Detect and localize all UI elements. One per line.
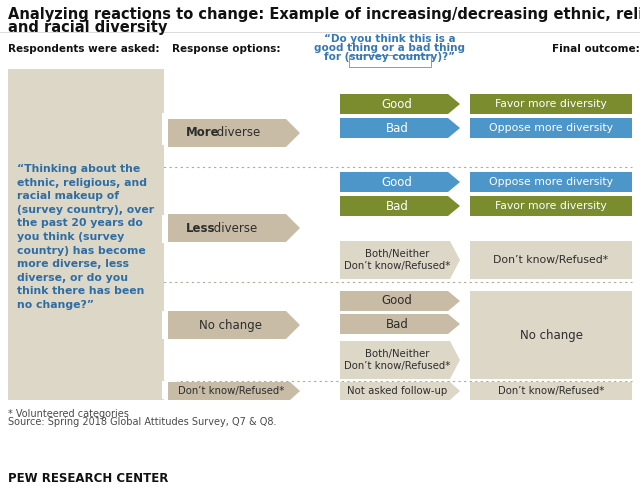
Text: Both/Neither
Don’t know/Refused*: Both/Neither Don’t know/Refused* bbox=[344, 349, 451, 371]
Text: for (survey country)?”: for (survey country)?” bbox=[324, 52, 456, 62]
Text: good thing or a bad thing: good thing or a bad thing bbox=[314, 43, 465, 53]
Text: and racial diversity: and racial diversity bbox=[8, 20, 168, 35]
Text: Favor more diversity: Favor more diversity bbox=[495, 201, 607, 211]
FancyBboxPatch shape bbox=[470, 172, 632, 192]
Text: diverse: diverse bbox=[213, 127, 260, 140]
FancyBboxPatch shape bbox=[470, 118, 632, 138]
Polygon shape bbox=[168, 214, 300, 242]
FancyBboxPatch shape bbox=[470, 382, 632, 400]
Text: Bad: Bad bbox=[385, 121, 408, 135]
Text: Oppose more diversity: Oppose more diversity bbox=[489, 177, 613, 187]
Text: Bad: Bad bbox=[385, 318, 408, 331]
Polygon shape bbox=[340, 382, 460, 400]
Text: “Do you think this is a: “Do you think this is a bbox=[324, 34, 456, 44]
Text: Less: Less bbox=[186, 222, 216, 235]
Text: Bad: Bad bbox=[385, 199, 408, 213]
Text: Good: Good bbox=[381, 175, 412, 188]
Text: Good: Good bbox=[381, 295, 412, 308]
Polygon shape bbox=[340, 314, 460, 334]
Polygon shape bbox=[340, 118, 460, 138]
FancyBboxPatch shape bbox=[470, 94, 632, 114]
FancyBboxPatch shape bbox=[470, 291, 632, 379]
Polygon shape bbox=[168, 311, 300, 339]
Text: Response options:: Response options: bbox=[172, 44, 280, 54]
Text: Analyzing reactions to change: Example of increasing/decreasing ethnic, religiou: Analyzing reactions to change: Example o… bbox=[8, 7, 640, 22]
Text: Don’t know/Refused*: Don’t know/Refused* bbox=[493, 255, 609, 265]
FancyBboxPatch shape bbox=[162, 113, 177, 145]
Text: No change: No change bbox=[199, 319, 262, 331]
Text: Favor more diversity: Favor more diversity bbox=[495, 99, 607, 109]
Text: Oppose more diversity: Oppose more diversity bbox=[489, 123, 613, 133]
Polygon shape bbox=[340, 341, 460, 379]
FancyBboxPatch shape bbox=[470, 196, 632, 216]
Text: Good: Good bbox=[381, 97, 412, 110]
Text: diverse: diverse bbox=[210, 222, 257, 235]
Text: No change: No change bbox=[520, 329, 582, 341]
FancyBboxPatch shape bbox=[162, 215, 177, 243]
Text: Source: Spring 2018 Global Attitudes Survey, Q7 & Q8.: Source: Spring 2018 Global Attitudes Sur… bbox=[8, 417, 276, 427]
Text: Don’t know/Refused*: Don’t know/Refused* bbox=[179, 386, 285, 396]
Text: Respondents were asked:: Respondents were asked: bbox=[8, 44, 159, 54]
Polygon shape bbox=[340, 94, 460, 114]
Polygon shape bbox=[340, 291, 460, 311]
Polygon shape bbox=[340, 241, 460, 279]
FancyBboxPatch shape bbox=[162, 381, 177, 399]
FancyBboxPatch shape bbox=[470, 241, 632, 279]
Text: Not asked follow-up: Not asked follow-up bbox=[348, 386, 447, 396]
Polygon shape bbox=[340, 172, 460, 192]
Text: More: More bbox=[186, 127, 220, 140]
FancyBboxPatch shape bbox=[162, 311, 177, 339]
Text: PEW RESEARCH CENTER: PEW RESEARCH CENTER bbox=[8, 472, 168, 485]
Text: * Volunteered categories: * Volunteered categories bbox=[8, 409, 129, 419]
Text: Final outcome:: Final outcome: bbox=[552, 44, 640, 54]
Text: Both/Neither
Don’t know/Refused*: Both/Neither Don’t know/Refused* bbox=[344, 249, 451, 271]
Text: Don’t know/Refused*: Don’t know/Refused* bbox=[498, 386, 604, 396]
Polygon shape bbox=[168, 382, 300, 400]
Text: “Thinking about the
ethnic, religious, and
racial makeup of
(survey country), ov: “Thinking about the ethnic, religious, a… bbox=[17, 164, 155, 310]
Polygon shape bbox=[340, 196, 460, 216]
FancyBboxPatch shape bbox=[8, 69, 164, 400]
Polygon shape bbox=[168, 119, 300, 147]
